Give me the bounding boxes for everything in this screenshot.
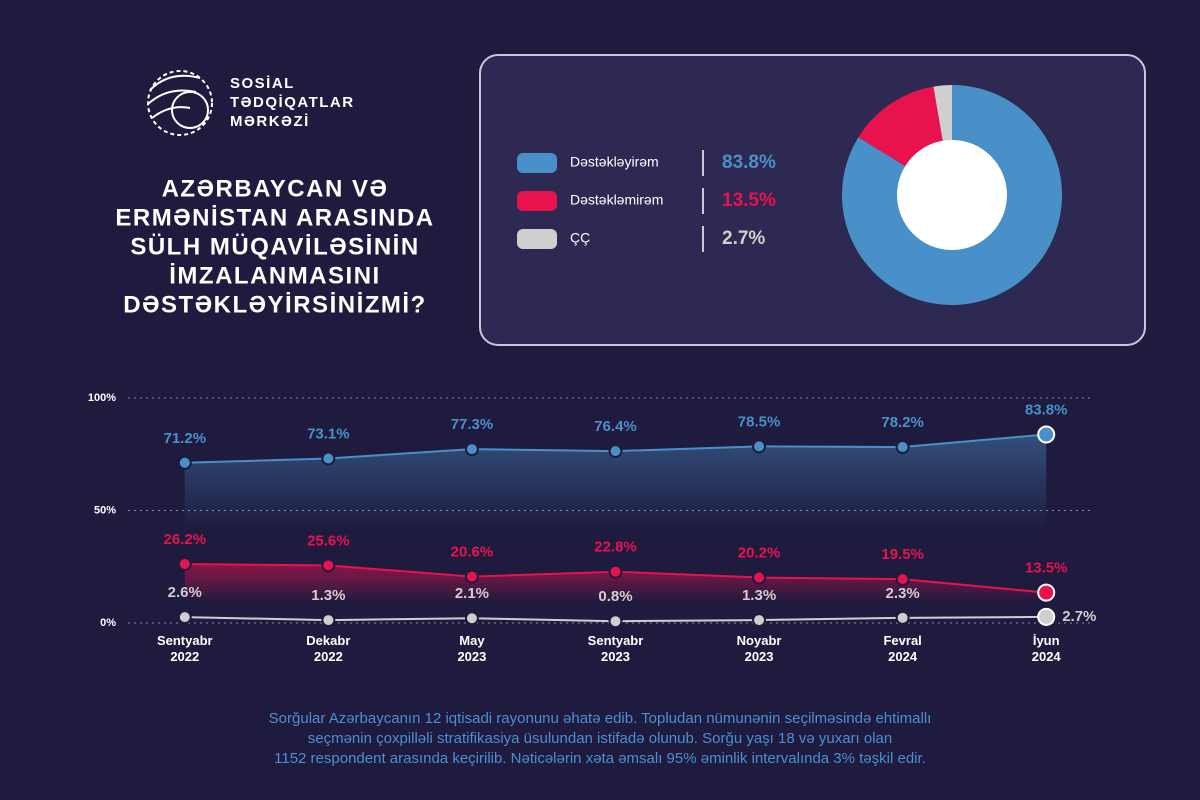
point bbox=[1037, 607, 1056, 626]
data-label: 2.3% bbox=[886, 585, 920, 602]
point bbox=[321, 558, 336, 573]
title-line: AZƏRBAYCAN VƏ bbox=[162, 175, 389, 202]
title-line: DƏSTƏKLƏYİRSİNİZMİ? bbox=[123, 291, 426, 318]
point bbox=[752, 613, 767, 628]
logo-icon bbox=[147, 70, 213, 136]
x-tick-label: İyun 2024 bbox=[1031, 633, 1061, 664]
data-label: 13.5% bbox=[1025, 560, 1068, 577]
title-line: ERMƏNİSTAN ARASINDA bbox=[115, 204, 434, 231]
point bbox=[1037, 425, 1056, 444]
x-tick-label: Noyabr 2023 bbox=[736, 633, 782, 664]
legend-label: Dəstəkləyirəm bbox=[570, 154, 659, 170]
point bbox=[177, 455, 192, 470]
y-tick-label: 50% bbox=[94, 504, 116, 516]
logo-text: TƏDQİQATLAR bbox=[230, 94, 355, 111]
point bbox=[752, 570, 767, 585]
data-label: 78.2% bbox=[881, 414, 924, 431]
data-label: 77.3% bbox=[451, 416, 494, 433]
legend-swatch bbox=[517, 191, 557, 211]
point bbox=[895, 610, 910, 625]
point bbox=[177, 557, 192, 572]
point bbox=[321, 451, 336, 466]
data-label: 25.6% bbox=[307, 532, 350, 549]
x-tick-label: Dekabr 2022 bbox=[306, 633, 351, 664]
data-label: 83.8% bbox=[1025, 401, 1068, 418]
data-label: 78.5% bbox=[738, 413, 781, 430]
area-fill bbox=[184, 564, 1047, 603]
point bbox=[895, 572, 910, 587]
x-tick-label: May 2023 bbox=[457, 633, 487, 664]
area-fill bbox=[184, 434, 1047, 531]
data-label: 1.3% bbox=[311, 587, 345, 604]
point bbox=[464, 569, 479, 584]
legend-label: ÇÇ bbox=[570, 230, 590, 246]
legend-swatch bbox=[517, 153, 557, 173]
data-label: 0.8% bbox=[598, 588, 632, 605]
point bbox=[895, 440, 910, 455]
point bbox=[1037, 583, 1056, 602]
footnote-line: 1152 respondent arasında keçirilib. Nəti… bbox=[274, 750, 926, 767]
point bbox=[321, 613, 336, 628]
data-label: 22.8% bbox=[594, 539, 637, 556]
legend-value: 83.8% bbox=[722, 152, 776, 173]
logo-text: SOSİAL bbox=[230, 75, 295, 92]
point bbox=[608, 444, 623, 459]
footnote-line: seçmənin çoxpilləli stratifikasiya üsulu… bbox=[307, 730, 893, 747]
x-tick-label: Fevral 2024 bbox=[883, 633, 922, 664]
point bbox=[464, 442, 479, 457]
data-label: 76.4% bbox=[594, 418, 637, 435]
data-label: 2.6% bbox=[168, 584, 202, 601]
legend-label: Dəstəkləmirəm bbox=[570, 192, 663, 208]
legend-value: 13.5% bbox=[722, 190, 776, 211]
data-label: 2.7% bbox=[1062, 608, 1096, 625]
donut-hole bbox=[897, 140, 1007, 250]
x-tick-label: Sentyabr 2022 bbox=[156, 633, 213, 664]
data-label: 26.2% bbox=[164, 531, 207, 548]
point bbox=[608, 564, 623, 579]
data-label: 73.1% bbox=[307, 425, 350, 442]
point bbox=[608, 614, 623, 629]
x-tick-label: Sentyabr 2023 bbox=[587, 633, 644, 664]
y-tick-label: 100% bbox=[88, 392, 116, 404]
legend-value: 2.7% bbox=[722, 228, 765, 249]
data-label: 19.5% bbox=[881, 546, 924, 563]
data-label: 71.2% bbox=[164, 430, 207, 447]
footnote-line: Sorğular Azərbaycanın 12 iqtisadi rayonu… bbox=[268, 710, 932, 727]
data-label: 2.1% bbox=[455, 585, 489, 602]
title-line: İMZALANMASINI bbox=[169, 262, 380, 289]
logo-text: MƏRKƏZİ bbox=[230, 113, 310, 130]
data-label: 20.2% bbox=[738, 545, 781, 562]
data-label: 1.3% bbox=[742, 587, 776, 604]
legend-swatch bbox=[517, 229, 557, 249]
title-line: SÜLH MÜQAVİLƏSİNİN bbox=[130, 233, 419, 260]
point bbox=[752, 439, 767, 454]
y-tick-label: 0% bbox=[100, 617, 116, 629]
data-label: 20.6% bbox=[451, 544, 494, 561]
point bbox=[177, 610, 192, 625]
point bbox=[464, 611, 479, 626]
